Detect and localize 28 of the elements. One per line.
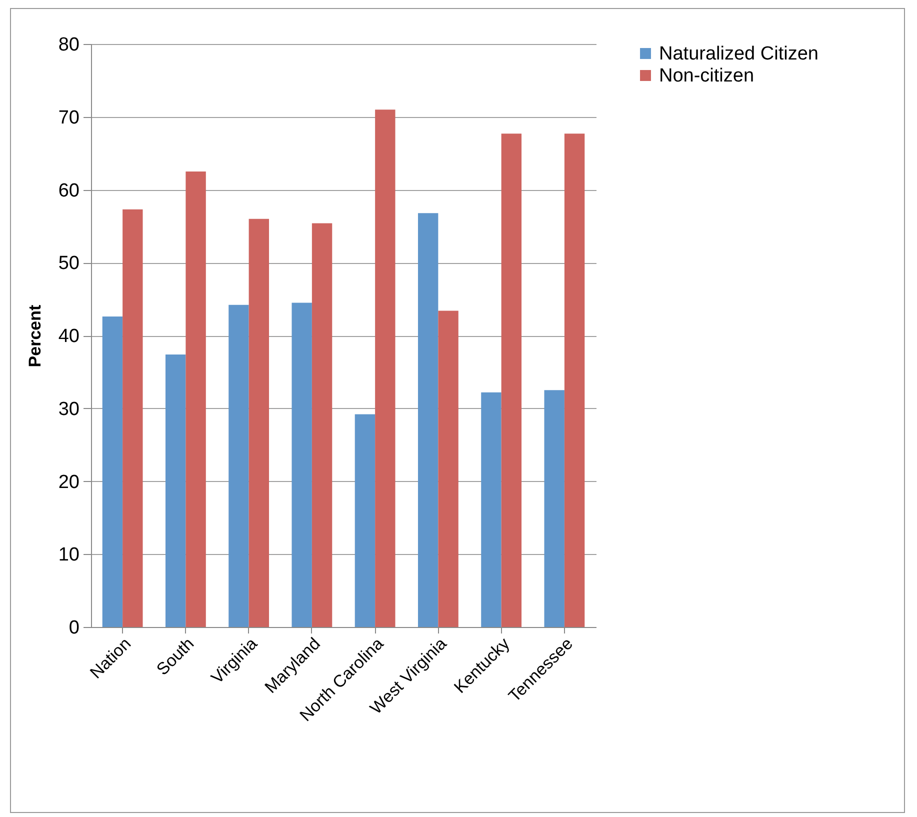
bar <box>501 134 522 627</box>
bar <box>564 134 585 627</box>
bar <box>292 302 312 627</box>
legend-label: Non-citizen <box>659 66 754 86</box>
bar <box>438 310 458 627</box>
bar <box>122 209 143 627</box>
y-tick-label: 20 <box>58 472 80 493</box>
y-tick-label: 80 <box>58 34 80 56</box>
bar <box>228 304 249 627</box>
bar <box>248 218 270 627</box>
y-axis-title: Percent <box>25 304 44 368</box>
bar <box>186 172 206 627</box>
bar <box>354 414 376 627</box>
y-tick-label: 60 <box>58 180 80 202</box>
y-tick-label: 30 <box>58 398 80 420</box>
bar <box>102 316 123 627</box>
bar <box>481 392 502 627</box>
bar <box>375 110 396 627</box>
bar <box>312 223 332 627</box>
bar <box>544 390 564 627</box>
y-tick-label: 40 <box>58 326 80 347</box>
y-tick-label: 0 <box>68 618 80 638</box>
y-tick-label: 10 <box>58 544 80 566</box>
legend-label: Naturalized Citizen <box>659 44 818 64</box>
y-tick-label: 50 <box>58 253 80 274</box>
bar <box>418 213 438 627</box>
y-tick-label: 70 <box>58 107 80 128</box>
bar <box>165 354 186 627</box>
